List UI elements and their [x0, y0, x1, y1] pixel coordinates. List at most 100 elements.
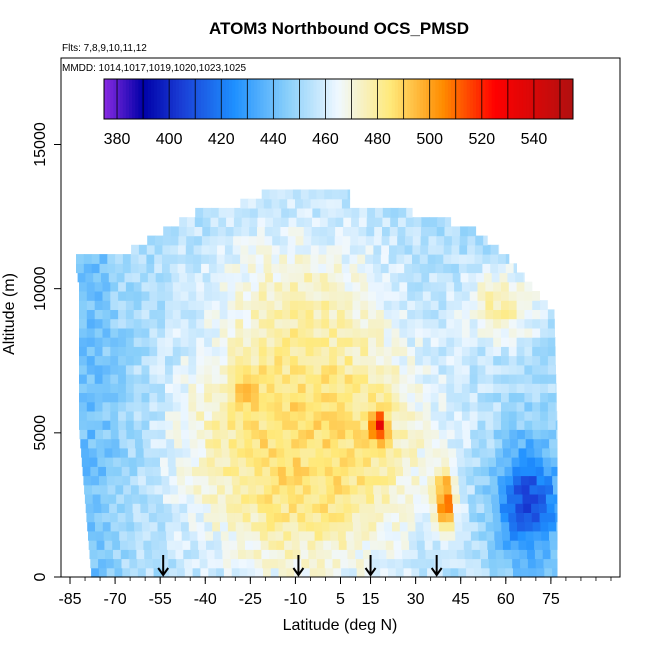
heat-cell: [368, 410, 377, 421]
heat-cell: [221, 540, 230, 550]
heat-cell: [256, 235, 265, 246]
heat-cell: [154, 244, 163, 255]
heat-cell: [177, 475, 186, 486]
heat-cell: [148, 512, 158, 523]
heat-cell: [290, 383, 299, 393]
heat-cell: [532, 410, 541, 421]
heat-cell: [305, 410, 314, 421]
heat-cell: [279, 484, 288, 495]
heat-cell: [376, 346, 385, 357]
heat-cell: [136, 549, 145, 560]
heat-cell: [250, 383, 260, 393]
heat-cell: [270, 558, 279, 569]
heat-cell: [100, 494, 109, 504]
heat-cell: [180, 392, 189, 403]
heat-cell: [149, 401, 158, 412]
heat-cell: [452, 503, 462, 513]
heat-cell: [377, 438, 386, 449]
heat-cell: [258, 410, 268, 421]
heat-cell: [110, 410, 119, 421]
heat-cell: [425, 549, 434, 560]
colorbar-segment: [535, 79, 540, 119]
heat-cell: [540, 300, 548, 310]
heat-cell: [430, 401, 440, 412]
heat-cell: [285, 189, 294, 200]
heat-cell: [335, 217, 344, 227]
heat-cell: [312, 272, 321, 283]
heat-cell: [325, 567, 334, 578]
heat-cell: [244, 438, 253, 449]
heat-cell: [432, 447, 442, 458]
heat-cell: [305, 309, 314, 320]
heat-cell: [477, 392, 486, 403]
heat-cell: [353, 438, 363, 449]
heat-cell: [196, 429, 206, 440]
heat-cell: [310, 484, 320, 495]
heat-cell: [304, 503, 313, 513]
colorbar-segment: [397, 79, 402, 119]
heat-cell: [391, 512, 400, 523]
heat-cell: [163, 494, 172, 504]
colorbar-segment: [513, 79, 518, 119]
heat-cell: [391, 355, 400, 366]
heat-cell: [136, 457, 145, 467]
heat-cell: [290, 364, 299, 375]
colorbar-segment: [250, 79, 255, 119]
heat-cell: [349, 263, 358, 274]
heat-cell: [406, 512, 416, 523]
heat-cell: [410, 457, 419, 467]
heat-cell: [250, 420, 260, 430]
colorbar-segment: [291, 79, 296, 119]
heat-cell: [193, 244, 202, 255]
heat-cell: [362, 447, 371, 458]
heat-cell: [159, 447, 168, 458]
heat-cell: [350, 494, 359, 504]
heat-cell: [133, 374, 143, 384]
heat-cell: [211, 355, 221, 366]
heat-cell: [457, 558, 466, 569]
heat-cell: [98, 558, 107, 569]
heat-cell: [290, 291, 299, 301]
heat-cell: [540, 337, 549, 347]
heat-cell: [469, 420, 479, 430]
heat-cell: [272, 272, 282, 283]
heat-cell: [104, 540, 113, 550]
heat-cell: [79, 291, 88, 301]
heat-cell: [413, 217, 422, 227]
heat-cell: [282, 410, 291, 421]
heat-cell: [107, 254, 116, 264]
heat-cell: [344, 410, 354, 421]
heat-cell: [94, 401, 104, 412]
heat-cell: [220, 521, 229, 532]
heat-cell: [294, 263, 304, 274]
heat-cell: [149, 346, 158, 357]
colorbar-segment: [422, 79, 427, 119]
heat-cell: [477, 327, 486, 338]
heat-cell: [211, 327, 221, 338]
heat-cell: [313, 420, 322, 430]
heat-cell: [94, 291, 104, 301]
heat-cell: [446, 309, 455, 320]
heat-cell: [305, 512, 314, 523]
heat-cell: [493, 337, 502, 347]
heat-cell: [127, 447, 137, 458]
heat-cell: [417, 457, 427, 467]
heat-cell: [361, 530, 370, 541]
heat-cell: [271, 198, 280, 209]
heat-cell: [528, 475, 538, 486]
heat-cell: [240, 254, 249, 264]
heat-cell: [547, 383, 557, 393]
heat-cell: [182, 447, 191, 458]
heat-cell: [140, 272, 149, 283]
heat-cell: [326, 198, 335, 209]
heat-cell: [242, 207, 251, 218]
heat-cell: [420, 244, 429, 255]
colorbar-segment: [307, 79, 311, 119]
heat-cell: [398, 503, 407, 513]
heat-cell: [218, 272, 227, 283]
heat-cell: [192, 567, 201, 578]
heat-cell: [227, 364, 236, 375]
heat-cell: [399, 346, 408, 357]
heat-cell: [334, 198, 343, 209]
heat-cell: [195, 503, 204, 513]
